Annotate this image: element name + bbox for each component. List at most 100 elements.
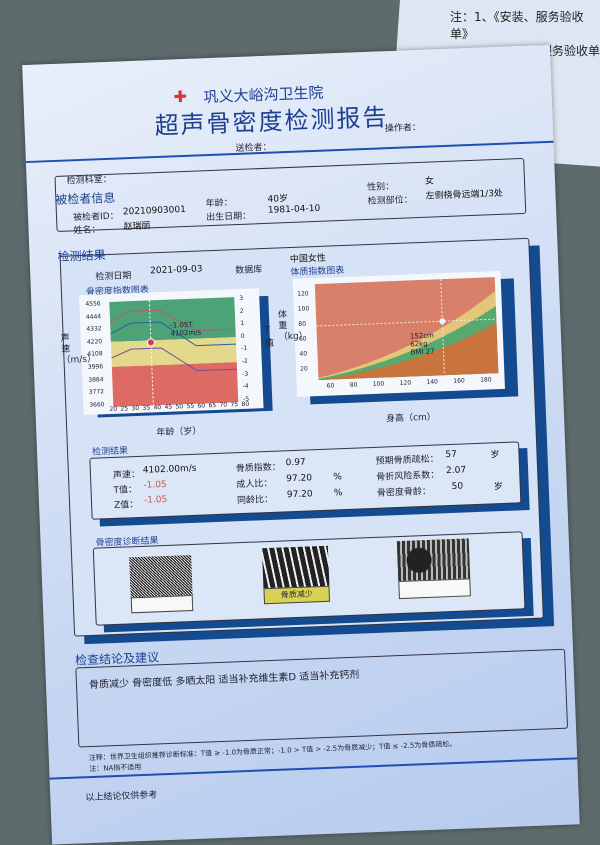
bmd-y-tick: 4556 [85,300,101,308]
bmd-t-label: T值 [264,325,275,350]
years-unit: 岁 [490,450,500,461]
bmd-y-tick: 4444 [85,312,102,321]
bmi-x-tick: 160 [453,377,465,385]
bqi-value: 0.97 [285,457,306,469]
normal-bone-image [129,555,193,598]
t-value: -1.05 [143,479,167,491]
bmi-y-label: 体重（kg） [277,310,308,342]
bmi-x-tick: 140 [426,378,439,386]
operator-label: 操作者： [384,122,422,135]
bmd-x-tick: 30 [131,404,140,413]
patient-point [146,338,155,347]
name-label: 姓名： [73,225,101,237]
date-label: 检测日期 [95,271,132,283]
patient-age: 40岁 [267,194,289,205]
z-label: Z值： [113,500,139,511]
red-cross-logo-icon: ✚ [173,86,188,107]
osteoporosis-bone-image [396,538,471,582]
bone-age-value: 50 [451,481,464,492]
age-marker-line [148,300,154,406]
bmd-t-tick: -4 [242,382,249,391]
bmi-chart: 152cm 62kg BMI 27 120 100 80 60 40 20 60 80 100… [292,270,505,397]
bmd-x-tick: 25 [120,405,129,413]
osteopenia-label-selected: 骨质减少 [263,585,331,605]
bmd-x-tick: 75 [230,401,239,409]
patient-sex: 女 [424,176,435,187]
site-label: 检测部位： [367,195,413,207]
bqi-label: 骨质指数： [235,462,282,475]
patient-dob: 1981-04-10 [267,203,321,216]
bmi-chart-title: 体质指数图表 [290,265,345,278]
background-note-line1: 注：1、《安装、服务验收单》 [450,10,584,41]
bmd-y-tick: 4220 [86,338,103,346]
bmi-y-tick: 40 [299,350,308,358]
bmi-x-tick: 180 [480,376,492,384]
patient-name: 赵瑞丽 [123,221,151,233]
bmi-chart-svg [314,277,499,380]
weight-marker-line [316,318,497,327]
height-marker-line [440,279,445,376]
age-ratio-label: 同龄比： [236,494,274,507]
bmi-annotation-value: BMI 27 [410,347,435,357]
z-value: -1.05 [143,494,168,506]
bmd-chart-svg [109,297,239,407]
bmi-x-tick: 60 [326,382,335,390]
test-date: 2021-09-03 [150,264,203,277]
conclusion-text: 骨质减少 骨密度低 多晒太阳 适当补充维生素D 适当补充钙剂 [88,669,360,692]
bmd-x-tick: 55 [186,402,195,411]
bmd-x-tick: 70 [219,401,228,409]
years-unit: 岁 [493,482,503,493]
id-label: 被检者ID： [72,211,119,224]
curve-lower [111,347,238,372]
underweight-region [318,323,499,380]
pct-unit: % [333,472,343,483]
patient-point [439,318,446,325]
bmi-annotation: 152cm 62kg BMI 27 [410,332,435,357]
bmd-x-tick: 40 [153,404,162,412]
results-section-title: 检测结果 [57,248,106,264]
bmi-x-tick: 80 [349,381,358,389]
age-ratio-value: 97.20 [286,489,313,501]
bmd-y-tick: 3884 [88,375,104,384]
bmi-y-tick: 120 [297,290,309,298]
bmd-t-tick: 2 [239,307,244,315]
curve-upper [109,309,236,332]
db-label: 数据库 [235,265,263,277]
bmd-x-tick: 35 [142,404,151,412]
bmd-x-tick: 50 [175,403,184,411]
bmd-x-label: 年龄（岁） [156,426,202,439]
bmd-t-tick: 3 [239,294,244,302]
bmd-t-tick: 0 [240,332,245,340]
bmd-y-tick: 4332 [86,325,102,334]
diagnosis-box: 骨质减少 [92,531,526,626]
sos-annotation: 4102m/s [170,328,202,338]
bmd-chart: -1.05T 4102m/s 4556 4444 4332 4220 4108 3996 3… [79,288,264,416]
bmd-y-tick: 3772 [88,388,105,396]
bmi-x-label: 身高（cm） [385,412,436,425]
adult-ratio-label: 成人比： [236,478,273,491]
adult-ratio-value: 97.20 [286,473,313,485]
osteoporosis-band [111,362,239,407]
bmd-t-tick: -1 [241,345,248,353]
dob-label: 出生日期： [206,211,252,224]
osteo-label: 预期骨质疏松： [375,454,439,467]
footer-disclaimer: 以上结论仅供参考 [85,790,158,804]
osteopenia-bone-image [261,545,330,589]
bmd-x-tick: 80 [241,400,250,408]
bone-age-label: 骨密度骨龄： [376,486,432,499]
bmd-t-tick: -3 [242,370,249,378]
na-note: 注：NA指不适用 [89,763,142,774]
bmi-y-tick: 100 [297,305,310,313]
t-label: T值： [113,485,138,496]
bmd-t-tick: 1 [240,319,245,328]
osteoporosis-label [398,578,471,600]
sex-label: 性别： [366,181,395,193]
report-title: 超声骨密度检测报告 [154,103,389,141]
bmd-t-tick: -2 [241,357,248,365]
normal-label [130,594,194,614]
bmd-y-label: 声速（m/s） [60,333,97,366]
age-label: 年龄： [205,198,233,210]
report-paper: ✚ 巩义大峪沟卫生院 超声骨密度检测报告 送检者： 操作者： 检测科室： 被检者… [22,44,580,845]
bmd-x-tick: 65 [208,401,217,410]
bmd-y-tick: 3660 [89,400,105,409]
